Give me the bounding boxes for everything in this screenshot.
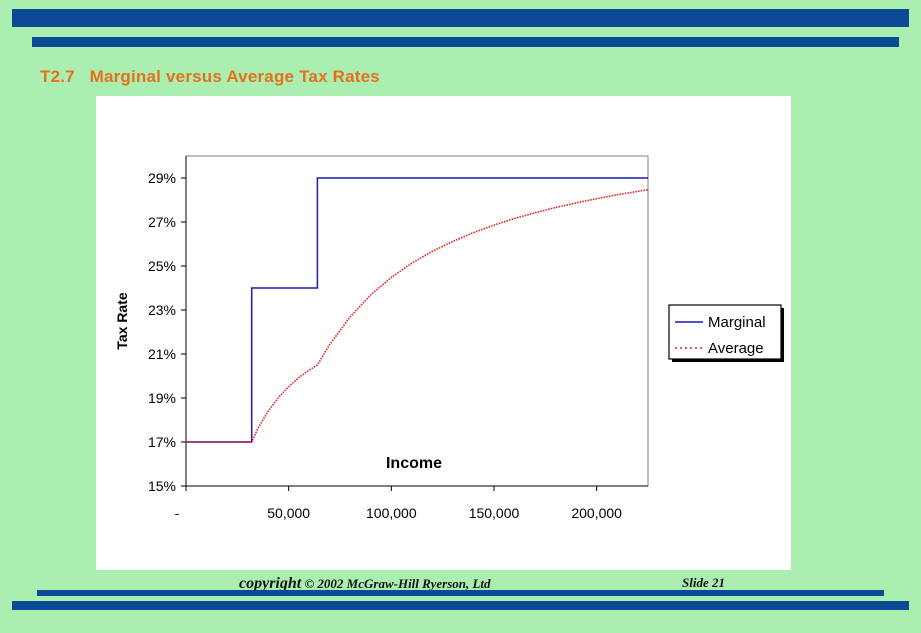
x-tick-label: 150,000 <box>469 505 520 521</box>
y-tick-label: 19% <box>148 390 176 406</box>
y-axis-label: Tax Rate <box>114 292 130 350</box>
x-tick-label: 100,000 <box>366 505 417 521</box>
series-line-average <box>186 188 649 443</box>
plot-area <box>185 155 649 487</box>
footer-copyright: copyright © 2002 McGraw-Hill Ryerson, Lt… <box>239 575 491 593</box>
legend-label: Marginal <box>708 314 766 331</box>
x-axis-label: Income <box>386 455 442 472</box>
top-decor-bar-thin <box>32 37 899 47</box>
tax-rate-chart: 15% 17% 19% 21% 23% 25% 27% 29% - 50,000 100,000 15… <box>114 155 784 521</box>
y-tick-label: 17% <box>148 434 176 450</box>
copyright-text: © 2002 McGraw-Hill Ryerson, Ltd <box>301 576 491 591</box>
top-decor-bar <box>12 9 909 27</box>
x-tick-label: 200,000 <box>571 505 622 521</box>
y-tick-label: 29% <box>148 170 176 186</box>
legend-box <box>668 304 782 360</box>
y-tick-label: 23% <box>148 302 176 318</box>
bottom-decor-bar-thin <box>37 590 884 596</box>
x-tick-label: 50,000 <box>267 505 310 521</box>
x-tick-label: - <box>175 505 180 521</box>
legend-label: Average <box>708 340 764 357</box>
bottom-decor-bar <box>12 601 909 610</box>
chart-panel: 15% 17% 19% 21% 23% 25% 27% 29% - 50,000 100,000 15… <box>96 96 791 570</box>
y-tick-label: 25% <box>148 258 176 274</box>
y-tick-label: 15% <box>148 478 176 494</box>
slide-title: T2.7 Marginal versus Average Tax Rates <box>40 67 380 86</box>
copyright-word: copyright <box>239 575 302 592</box>
slide-number: Slide 21 <box>682 575 725 590</box>
y-tick-label: 27% <box>148 214 176 230</box>
y-tick-label: 21% <box>148 346 176 362</box>
